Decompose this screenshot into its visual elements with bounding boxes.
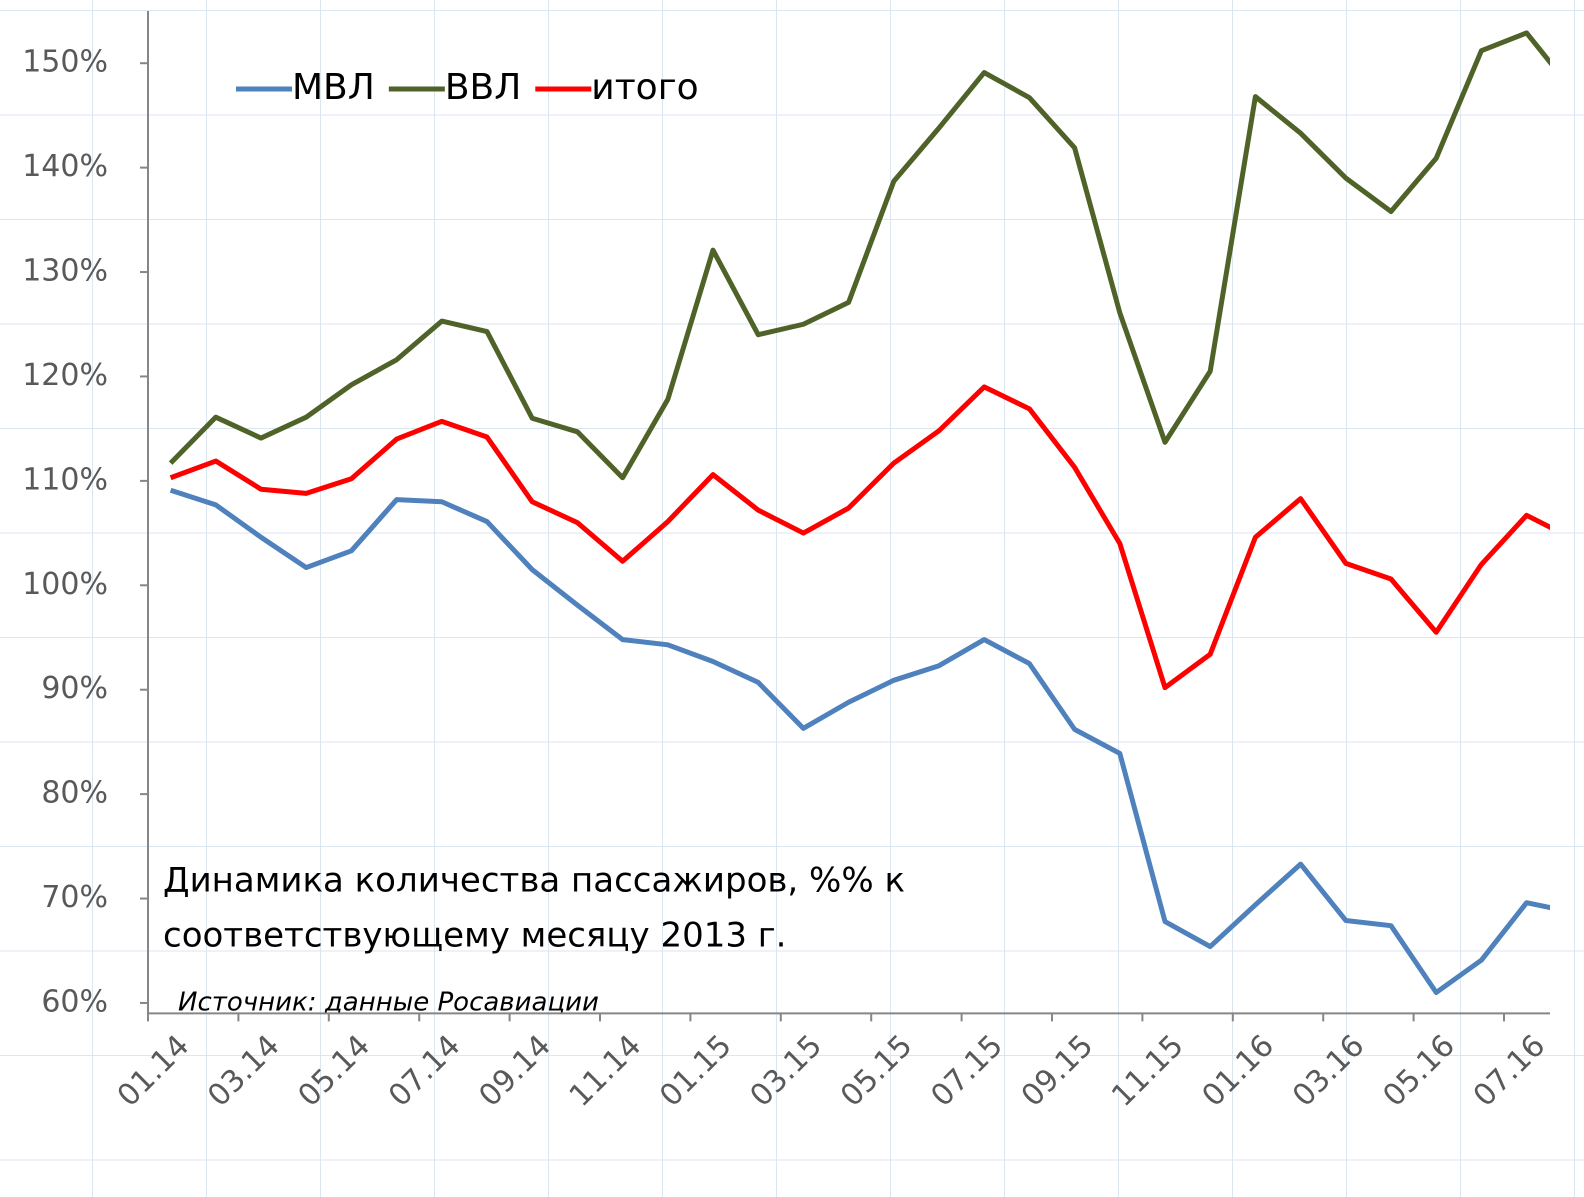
annotation: Динамика количества пассажиров, %% к (163, 861, 905, 901)
y-tick-label: 90% (41, 671, 108, 706)
annotation: соответствующему месяцу 2013 г. (163, 916, 786, 956)
series-line (169, 487, 1550, 996)
series-line (169, 384, 1550, 691)
y-tick-label: 150% (22, 45, 108, 80)
y-tick-label: 110% (22, 462, 108, 497)
series-line (168, 30, 1550, 481)
legend-label: итого (591, 67, 698, 108)
y-tick-label: 80% (41, 776, 108, 811)
y-tick-label: 120% (22, 358, 108, 393)
y-tick-label: 100% (22, 567, 108, 602)
y-tick-label: 70% (41, 880, 108, 915)
legend-label: ВВЛ (445, 67, 521, 108)
y-tick-label: 60% (41, 984, 108, 1019)
plot-area (168, 30, 1550, 996)
legend-label: МВЛ (292, 67, 375, 108)
y-tick-label: 130% (22, 254, 108, 289)
y-tick-label: 140% (22, 149, 108, 184)
